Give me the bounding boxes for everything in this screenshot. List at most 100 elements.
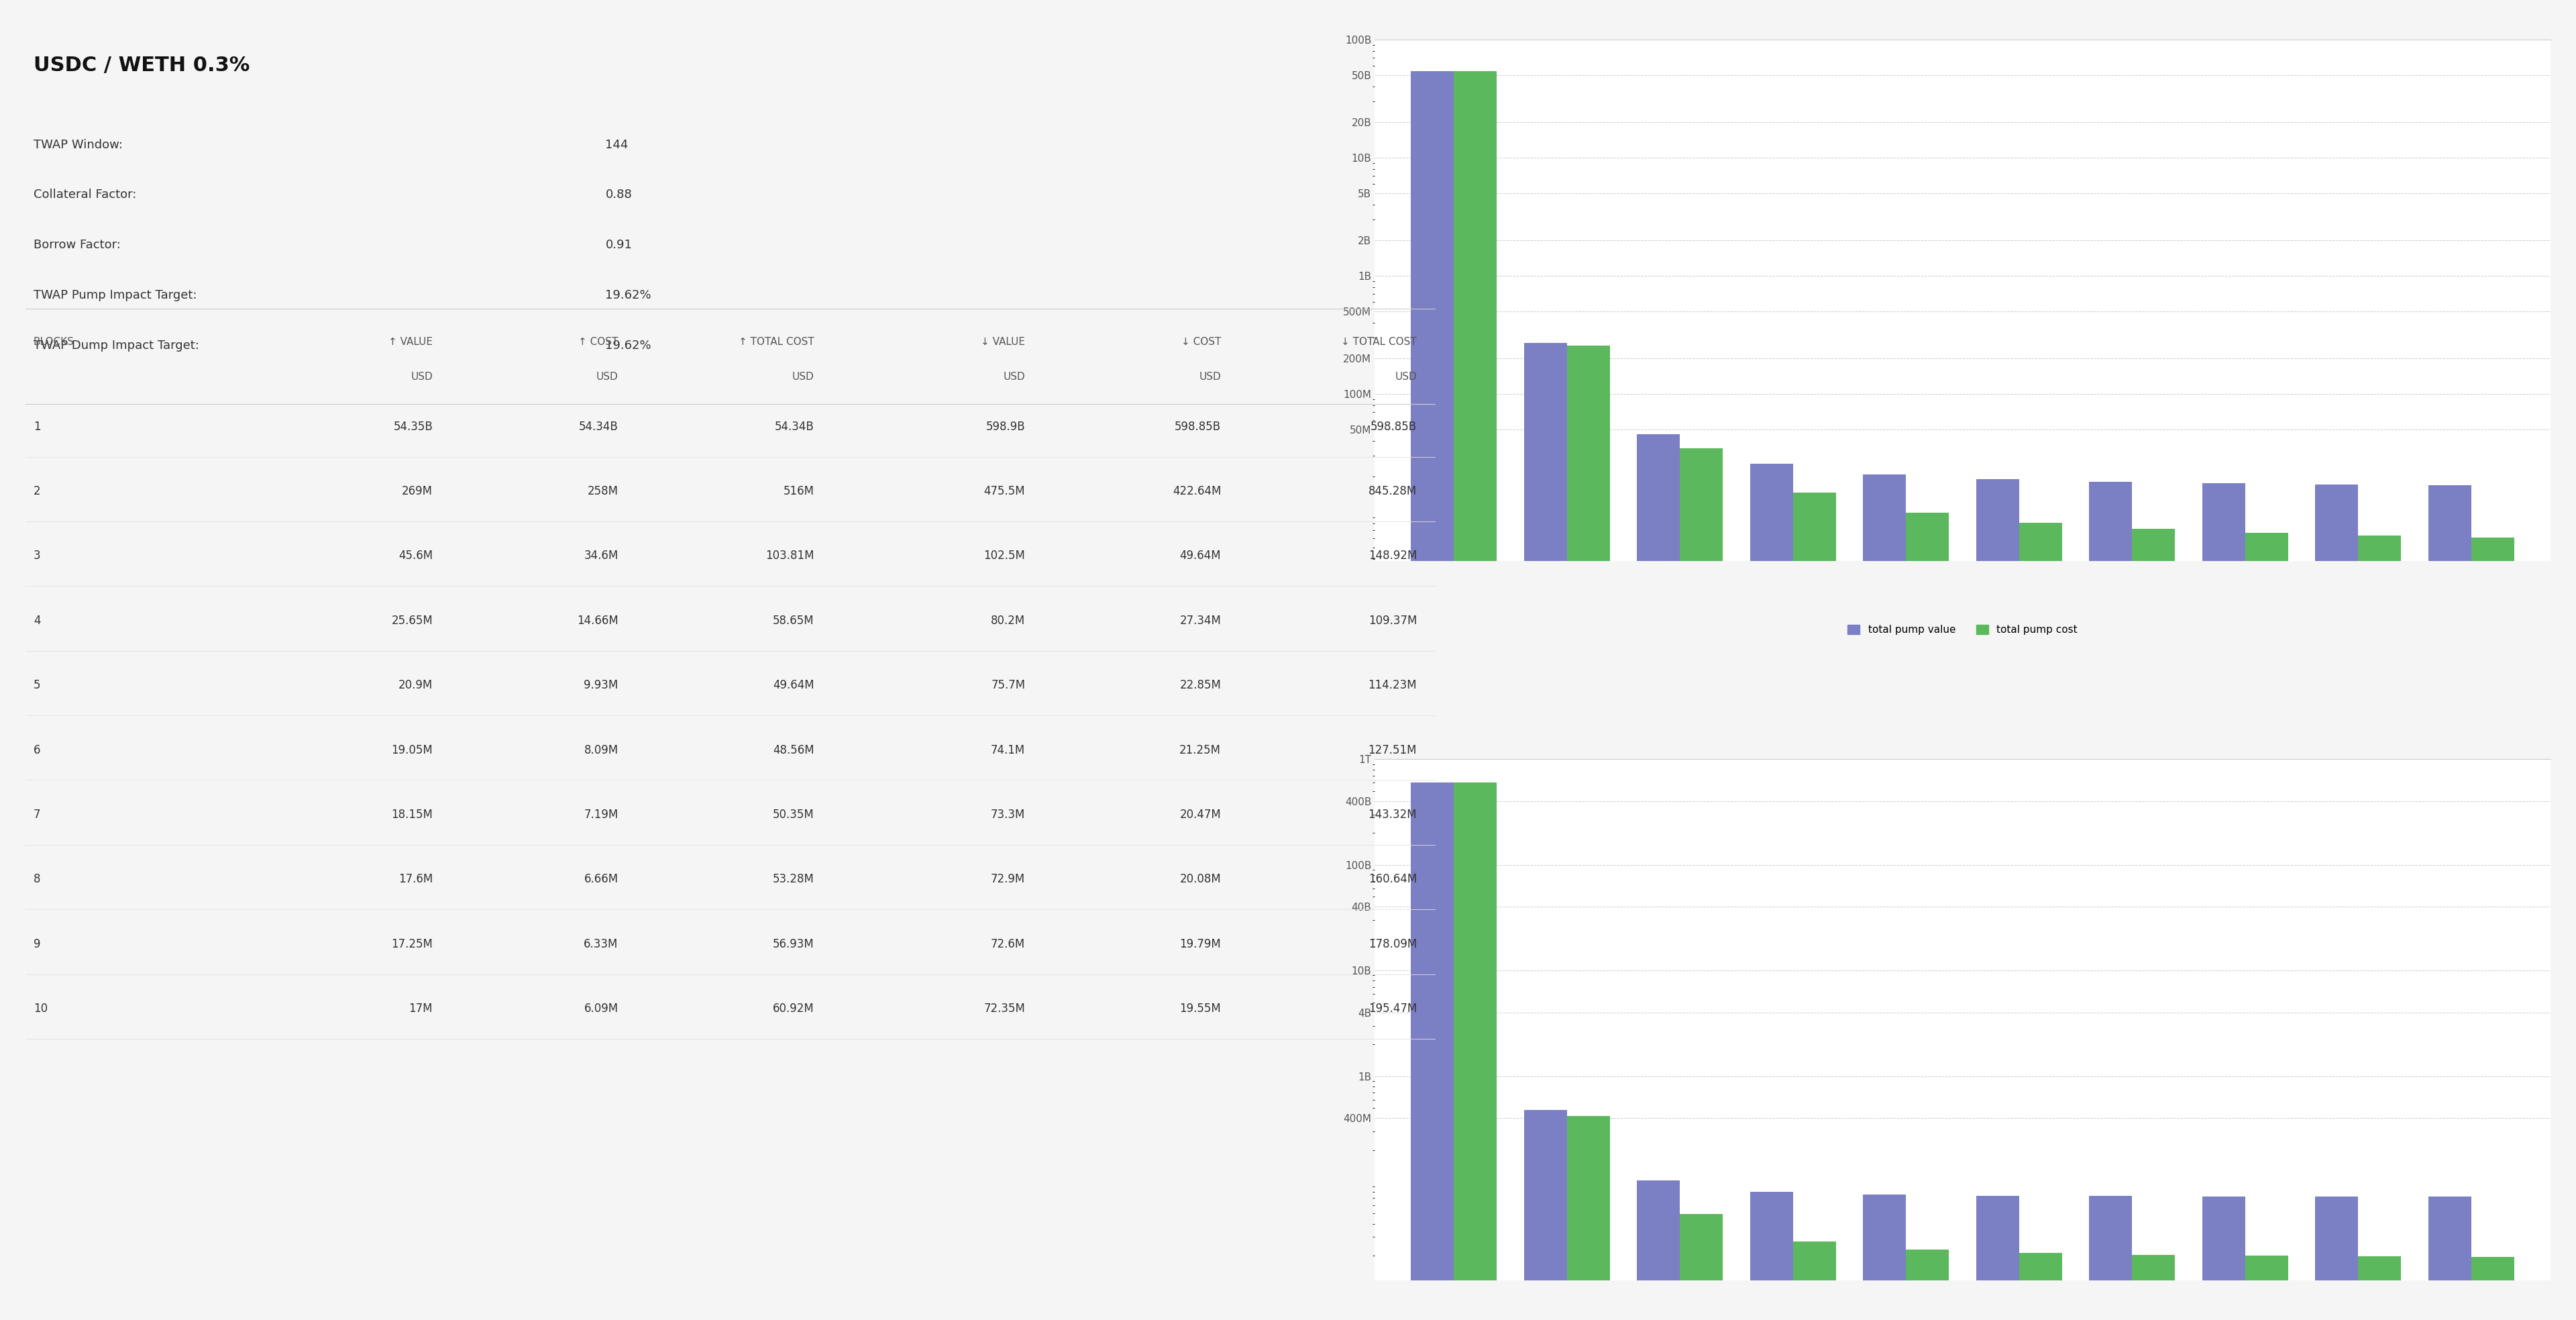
Text: USD: USD	[1198, 371, 1221, 381]
Bar	[2133, 529, 2174, 1320]
Text: 6.66M: 6.66M	[585, 874, 618, 886]
Bar	[2246, 1255, 2287, 1320]
Text: 20.47M: 20.47M	[1180, 809, 1221, 821]
Text: 19.55M: 19.55M	[1180, 1003, 1221, 1015]
Text: 8: 8	[33, 874, 41, 886]
Bar	[2470, 1257, 2514, 1320]
Text: 269M: 269M	[402, 486, 433, 498]
Text: 58.65M: 58.65M	[773, 615, 814, 627]
Bar	[1636, 1180, 1680, 1320]
Bar	[1680, 1214, 1723, 1320]
Bar	[1906, 512, 1950, 1320]
Text: TWAP Pump Impact Target:: TWAP Pump Impact Target:	[33, 289, 196, 301]
Bar	[2429, 1197, 2470, 1320]
Text: 598.85B: 598.85B	[1175, 421, 1221, 433]
Text: 109.37M: 109.37M	[1368, 615, 1417, 627]
Bar	[1862, 474, 1906, 1320]
Text: 9: 9	[33, 939, 41, 950]
Text: 19.62%: 19.62%	[605, 289, 652, 301]
Text: 6: 6	[33, 744, 41, 756]
Text: ↓ TOTAL COST: ↓ TOTAL COST	[1342, 337, 1417, 347]
Text: 20.08M: 20.08M	[1180, 874, 1221, 886]
Bar	[1566, 1115, 1610, 1320]
Text: 74.1M: 74.1M	[992, 744, 1025, 756]
Text: 143.32M: 143.32M	[1368, 809, 1417, 821]
Text: 102.5M: 102.5M	[984, 550, 1025, 562]
Text: 25.65M: 25.65M	[392, 615, 433, 627]
Text: Collateral Factor:: Collateral Factor:	[33, 189, 137, 201]
Text: 49.64M: 49.64M	[773, 680, 814, 692]
Bar	[2202, 483, 2246, 1320]
Text: 72.6M: 72.6M	[992, 939, 1025, 950]
Text: 6.09M: 6.09M	[585, 1003, 618, 1015]
Text: 598.9B: 598.9B	[987, 421, 1025, 433]
Text: 49.64M: 49.64M	[1180, 550, 1221, 562]
Bar	[1525, 1110, 1566, 1320]
Bar	[1976, 479, 2020, 1320]
Text: 53.28M: 53.28M	[773, 874, 814, 886]
Text: 75.7M: 75.7M	[992, 680, 1025, 692]
Text: 1: 1	[33, 421, 41, 433]
Text: 9.93M: 9.93M	[585, 680, 618, 692]
Bar	[2357, 536, 2401, 1320]
Text: 19.05M: 19.05M	[392, 744, 433, 756]
Bar	[1566, 346, 1610, 1320]
Text: 4: 4	[33, 615, 41, 627]
Bar	[2089, 1196, 2133, 1320]
Bar	[1525, 343, 1566, 1320]
Text: 14.66M: 14.66M	[577, 615, 618, 627]
Text: ↑ COST: ↑ COST	[580, 337, 618, 347]
Text: 598.85B: 598.85B	[1370, 421, 1417, 433]
Text: 54.34B: 54.34B	[580, 421, 618, 433]
Text: 17.6M: 17.6M	[399, 874, 433, 886]
Text: 114.23M: 114.23M	[1368, 680, 1417, 692]
Text: 422.64M: 422.64M	[1172, 486, 1221, 498]
Text: 73.3M: 73.3M	[992, 809, 1025, 821]
Text: USD: USD	[1002, 371, 1025, 381]
Text: 5: 5	[33, 680, 41, 692]
Text: 0.88: 0.88	[605, 189, 631, 201]
Text: ↑ TOTAL COST: ↑ TOTAL COST	[739, 337, 814, 347]
Text: 10: 10	[33, 1003, 49, 1015]
Text: USD: USD	[410, 371, 433, 381]
Text: 160.64M: 160.64M	[1368, 874, 1417, 886]
Bar	[1412, 783, 1453, 1320]
Bar	[1749, 1192, 1793, 1320]
Text: 60.92M: 60.92M	[773, 1003, 814, 1015]
Bar	[1862, 1195, 1906, 1320]
Text: USDC / WETH 0.3%: USDC / WETH 0.3%	[33, 55, 250, 75]
Text: 21.25M: 21.25M	[1180, 744, 1221, 756]
Bar	[2316, 1196, 2357, 1320]
Text: 178.09M: 178.09M	[1368, 939, 1417, 950]
Bar	[1453, 783, 1497, 1320]
Bar	[2133, 1254, 2174, 1320]
Bar	[2429, 484, 2470, 1320]
Bar	[2470, 537, 2514, 1320]
Bar	[1976, 1196, 2020, 1320]
Bar	[1412, 71, 1453, 1320]
Text: 72.9M: 72.9M	[992, 874, 1025, 886]
Bar	[1793, 492, 1837, 1320]
Bar	[2202, 1196, 2246, 1320]
Text: 845.28M: 845.28M	[1368, 486, 1417, 498]
Bar	[2246, 533, 2287, 1320]
Bar	[1453, 71, 1497, 1320]
Bar	[1793, 1241, 1837, 1320]
Text: 54.35B: 54.35B	[394, 421, 433, 433]
Text: 17M: 17M	[410, 1003, 433, 1015]
Text: ↓ VALUE: ↓ VALUE	[981, 337, 1025, 347]
Text: 258M: 258M	[587, 486, 618, 498]
Text: 50.35M: 50.35M	[773, 809, 814, 821]
Text: TWAP Dump Impact Target:: TWAP Dump Impact Target:	[33, 339, 198, 351]
Text: 148.92M: 148.92M	[1368, 550, 1417, 562]
Bar	[1680, 449, 1723, 1320]
Text: 56.93M: 56.93M	[773, 939, 814, 950]
Text: 3: 3	[33, 550, 41, 562]
Text: 19.79M: 19.79M	[1180, 939, 1221, 950]
Bar	[2089, 482, 2133, 1320]
Text: 22.85M: 22.85M	[1180, 680, 1221, 692]
Bar	[1749, 463, 1793, 1320]
Text: 103.81M: 103.81M	[765, 550, 814, 562]
Text: 8.09M: 8.09M	[585, 744, 618, 756]
Text: 48.56M: 48.56M	[773, 744, 814, 756]
